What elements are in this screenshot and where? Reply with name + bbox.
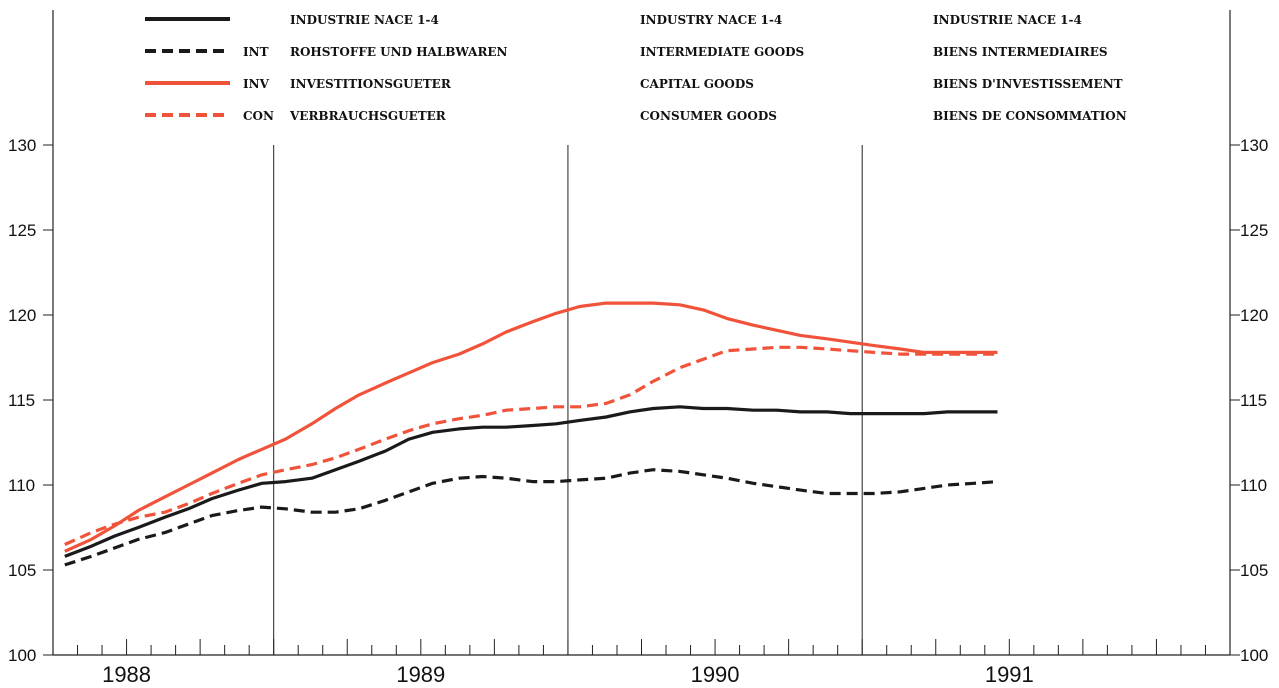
- series-layer: [64, 301, 998, 567]
- legend: INT INV CON INDUSTRIE NACE 1-4 ROHSTOFFE UND…: [145, 13, 1127, 123]
- x-year-label: 1990: [691, 662, 740, 687]
- legend-header: INDUSTRIE NACE 1-4: [933, 13, 1082, 27]
- y-tick-label-left: 110: [8, 476, 35, 495]
- y-tick-label-right: 130: [1240, 136, 1268, 155]
- y-tick-label-right: 125: [1240, 221, 1268, 240]
- legend-header: INDUSTRIE NACE 1-4: [290, 13, 439, 27]
- y-tick-label-right: 100: [1240, 646, 1268, 665]
- legend-label: ROHSTOFFE UND HALBWAREN: [290, 45, 508, 59]
- legend-label: CONSUMER GOODS: [640, 109, 777, 123]
- x-year-label: 1989: [396, 662, 445, 687]
- legend-label: INTERMEDIATE GOODS: [640, 45, 804, 59]
- series-line-inv: [64, 301, 998, 553]
- axes: 100 100 105 105 110 110 115 115 120 120 125 125 130 1…: [8, 10, 1268, 687]
- y-tick-label-left: 125: [8, 221, 36, 240]
- legend-label: BIENS D'INVESTISSEMENT: [933, 77, 1123, 91]
- y-tick-label-left: 120: [8, 306, 36, 325]
- y-tick-label-right: 105: [1240, 561, 1268, 580]
- series-line-con: [64, 345, 998, 546]
- y-tick-label-left: 100: [8, 646, 36, 665]
- legend-header: INDUSTRY NACE 1-4: [640, 13, 782, 27]
- y-tick-label-left: 130: [8, 136, 36, 155]
- y-tick-label-right: 110: [1240, 476, 1267, 495]
- x-year-label: 1988: [102, 662, 151, 687]
- x-year-label: 1991: [985, 662, 1034, 687]
- legend-label: BIENS DE CONSOMMATION: [933, 109, 1127, 123]
- y-tick-label-right: 120: [1240, 306, 1268, 325]
- y-tick-label-right: 115: [1240, 391, 1267, 410]
- legend-code: INT: [243, 45, 269, 59]
- series-line-total: [64, 405, 998, 558]
- legend-label: BIENS INTERMEDIAIRES: [933, 45, 1108, 59]
- legend-code: CON: [243, 109, 274, 123]
- y-tick-label-left: 105: [8, 561, 36, 580]
- legend-label: INVESTITIONSGUETER: [290, 77, 452, 91]
- series-line-int: [64, 468, 998, 567]
- y-tick-label-left: 115: [8, 391, 35, 410]
- legend-label: VERBRAUCHSGUETER: [289, 109, 447, 123]
- legend-label: CAPITAL GOODS: [640, 77, 754, 91]
- legend-code: INV: [243, 77, 270, 91]
